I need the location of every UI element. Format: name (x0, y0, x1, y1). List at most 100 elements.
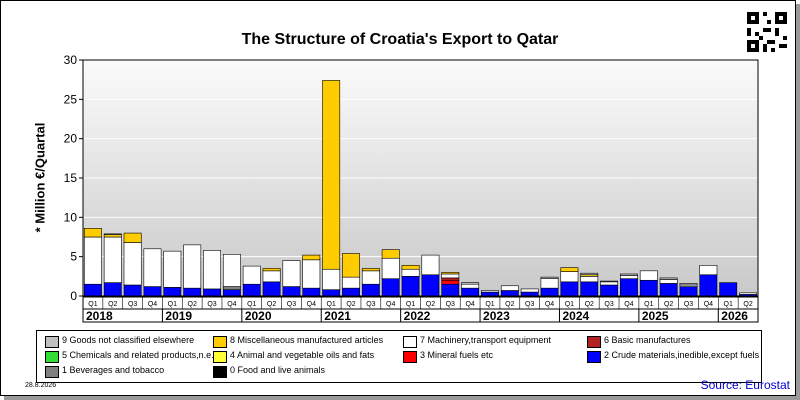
x-tick-label: Q3 (287, 301, 296, 308)
legend-label: 9 Goods not classified elsewhere (62, 335, 195, 345)
bar-segment (441, 279, 460, 285)
y-tick-label: 0 (70, 289, 77, 303)
bar-segment (183, 287, 202, 297)
y-tick-label: 15 (64, 171, 78, 185)
bar-segment (441, 283, 460, 297)
bar-segment (342, 287, 360, 297)
bar-segment (262, 270, 281, 283)
bar-segment (679, 286, 698, 297)
year-label: 2023 (483, 309, 510, 323)
x-tick-label: Q1 (406, 301, 415, 308)
bar-segment (83, 228, 102, 238)
bar-segment (242, 265, 261, 285)
bar-segment (103, 233, 122, 235)
bar-segment (639, 279, 658, 297)
bar-segment (620, 278, 638, 297)
year-label: 2024 (562, 309, 589, 323)
year-label: 2022 (404, 309, 431, 323)
bar-segment (540, 278, 559, 289)
x-tick-label: Q1 (485, 301, 494, 308)
bar-segment (620, 273, 638, 276)
bar-segment (322, 289, 341, 297)
x-tick-label: Q1 (644, 301, 653, 308)
bar-segment (361, 268, 380, 272)
bar-segment (123, 232, 142, 243)
bar-segment (441, 272, 460, 275)
x-tick-label: Q2 (585, 301, 594, 308)
bar-segment (342, 253, 360, 278)
legend-label: 3 Mineral fuels etc (420, 350, 494, 360)
plot-border (82, 59, 759, 297)
bar-segment (342, 276, 360, 289)
bar-segment (203, 250, 221, 290)
bar-segment (262, 268, 281, 272)
legend-swatch (403, 336, 417, 348)
year-label: 2019 (165, 309, 192, 323)
legend-label: 5 Chemicals and related products,n.e.s. (62, 350, 221, 360)
y-tick-label: 30 (64, 53, 78, 67)
year-label: 2020 (245, 309, 272, 323)
bar-segment (679, 283, 698, 286)
x-tick-label: Q1 (247, 301, 256, 308)
bar-segment (481, 290, 499, 293)
bar-segment (441, 273, 460, 279)
x-tick-label: Q4 (704, 301, 713, 308)
x-tick-label: Q2 (664, 301, 673, 308)
source-label: Source: Eurostat (700, 378, 790, 392)
bar-segment (103, 236, 122, 283)
bar-segment (203, 288, 221, 297)
qr-code-icon (747, 12, 787, 52)
x-tick-label: Q2 (267, 301, 276, 308)
bar-segment (520, 288, 539, 293)
legend-label: 8 Miscellaneous manufactured articles (230, 335, 384, 345)
year-label: 2018 (86, 309, 113, 323)
bar-segment (322, 268, 341, 291)
year-label: 2025 (642, 309, 669, 323)
x-tick-label: Q3 (604, 301, 613, 308)
legend-label: 6 Basic manufactures (604, 335, 691, 345)
x-tick-label: Q3 (684, 301, 693, 308)
x-tick-label: Q1 (565, 301, 574, 308)
x-tick-label: Q3 (207, 301, 216, 308)
x-tick-label: Q4 (386, 301, 395, 308)
bar-segment (222, 286, 241, 291)
bar-segment (302, 259, 321, 289)
bar-segment (461, 282, 480, 285)
bar-segment (123, 284, 142, 297)
bar-segment (401, 276, 420, 297)
legend-swatch (587, 336, 601, 348)
bar-segment (163, 287, 182, 297)
x-tick-label: Q1 (88, 301, 97, 308)
y-tick-label: 20 (64, 132, 78, 146)
x-tick-label: Q2 (505, 301, 514, 308)
bar-segment (103, 282, 122, 297)
bar-segment (441, 277, 460, 281)
bar-segment (500, 290, 519, 297)
bar-segment (719, 282, 738, 297)
bar-segment (659, 277, 678, 280)
bar-segment (600, 284, 619, 297)
x-tick-label: Q4 (624, 301, 633, 308)
bar-segment (600, 281, 619, 286)
x-tick-label: Q4 (545, 301, 554, 308)
chart-date: 28.8.2026 (25, 382, 57, 389)
bar-segment (600, 280, 619, 283)
bar-segment (560, 271, 579, 283)
bar-segment (461, 287, 480, 297)
bar-segment (282, 260, 301, 287)
bar-segment (381, 249, 400, 259)
x-tick-label: Q3 (525, 301, 534, 308)
legend-label: 4 Animal and vegetable oils and fats (230, 350, 375, 360)
x-tick-label: Q4 (465, 301, 474, 308)
bar-segment (699, 274, 718, 297)
legend: 9 Goods not classified elsewhere 8 Miscel… (36, 330, 762, 383)
x-tick-label: Q2 (108, 301, 117, 308)
bar-segment (103, 234, 122, 238)
legend-swatch (45, 366, 59, 378)
x-tick-label: Q3 (128, 301, 137, 308)
x-tick-label: Q4 (307, 301, 316, 308)
x-tick-label: Q3 (446, 301, 455, 308)
bar-segment (361, 283, 380, 297)
bar-segment (560, 267, 579, 272)
x-tick-label: Q2 (426, 301, 435, 308)
